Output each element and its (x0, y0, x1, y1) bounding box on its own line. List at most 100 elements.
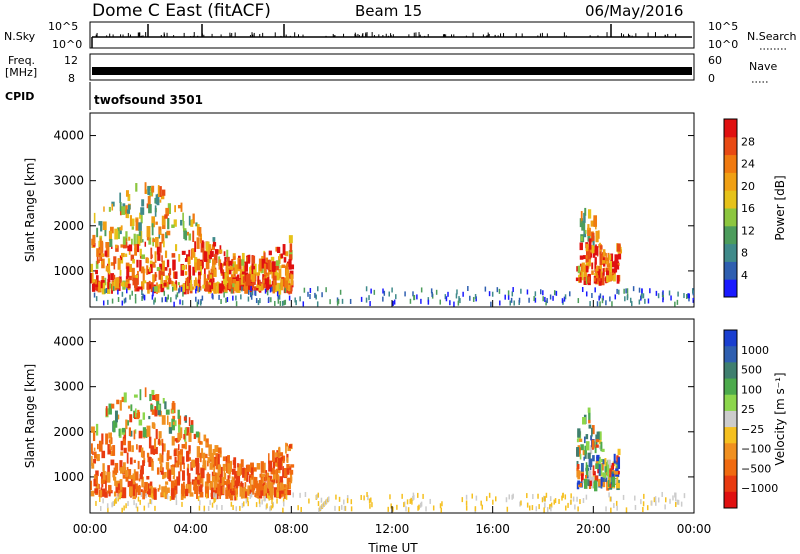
data-cell (290, 476, 293, 482)
ground-scatter-cell (373, 289, 376, 295)
ground-scatter-cell (469, 295, 471, 301)
colorbar-swatch (724, 119, 737, 138)
data-cell (156, 266, 161, 272)
data-cell (579, 270, 584, 281)
data-cell (209, 285, 212, 293)
data-cell (186, 468, 189, 476)
data-cell (159, 453, 162, 464)
ground-scatter-cell (284, 287, 287, 293)
data-cell (173, 471, 176, 477)
ground-scatter-cell (555, 290, 558, 296)
ground-scatter-cell (472, 296, 475, 302)
data-cell (210, 487, 214, 500)
data-cell (260, 461, 264, 473)
data-cell (177, 204, 182, 209)
y-tick-label: 4000 (53, 129, 84, 143)
data-cell (158, 404, 161, 411)
data-cell (232, 283, 235, 288)
data-cell (251, 270, 255, 282)
ground-scatter-cell (407, 507, 410, 513)
data-cell (290, 464, 295, 468)
ground-scatter-cell (243, 501, 245, 507)
data-cell (276, 450, 281, 462)
data-cell (260, 473, 263, 482)
data-cell (235, 281, 240, 293)
data-cell (135, 183, 138, 192)
data-cell (91, 426, 95, 433)
data-cell (582, 450, 585, 456)
data-cell (130, 404, 133, 412)
ground-scatter-cell (616, 288, 618, 294)
ground-scatter-cell (365, 286, 368, 292)
data-cell (231, 468, 236, 475)
data-cell (605, 276, 607, 284)
data-cell (110, 459, 115, 466)
data-cell (584, 277, 587, 281)
data-cell (178, 471, 181, 482)
data-cell (583, 267, 587, 278)
data-cell (123, 447, 127, 454)
data-cell (112, 473, 116, 481)
data-cell (92, 234, 96, 242)
data-cell (594, 475, 599, 482)
data-cell (126, 452, 129, 464)
data-cell (237, 463, 241, 476)
ground-scatter-cell (542, 296, 544, 302)
data-cell (229, 266, 234, 270)
data-cell (133, 469, 136, 481)
data-cell (578, 438, 583, 442)
data-cell (222, 456, 226, 462)
ground-scatter-cell (553, 290, 556, 296)
ground-scatter-cell (404, 291, 406, 297)
data-cell (593, 215, 598, 227)
ground-scatter-cell (488, 291, 491, 297)
data-cell (237, 463, 239, 468)
data-cell (594, 268, 599, 276)
ground-scatter-cell (231, 288, 233, 294)
data-cell (167, 203, 171, 215)
data-cell (288, 273, 292, 278)
ground-scatter-cell (641, 288, 643, 294)
data-cell (604, 458, 607, 467)
data-cell (168, 422, 171, 432)
data-cell (125, 253, 128, 257)
ground-scatter-cell (494, 496, 497, 502)
data-cell (134, 244, 138, 256)
data-cell (222, 463, 226, 471)
data-cell (135, 471, 139, 481)
data-cell (576, 447, 580, 457)
data-cell (138, 430, 143, 439)
ground-scatter-cell (409, 298, 412, 304)
x-tick-label: 00:00 (73, 522, 108, 536)
data-cell (278, 447, 281, 453)
ground-scatter-cell (212, 294, 214, 300)
data-cell (187, 481, 192, 494)
data-cell (252, 479, 255, 489)
data-cell (188, 249, 191, 258)
data-cell (202, 464, 207, 469)
data-cell (190, 219, 194, 227)
ground-scatter-cell (197, 299, 200, 305)
data-cell (202, 284, 206, 289)
data-cell (602, 472, 606, 478)
ground-scatter-cell (416, 294, 418, 300)
data-cell (227, 455, 230, 464)
ground-scatter-cell (274, 300, 276, 306)
data-cell (108, 403, 112, 415)
ground-scatter-cell (297, 505, 299, 511)
data-cell (183, 462, 185, 470)
data-cell (286, 464, 290, 469)
data-cell (584, 207, 587, 216)
data-cell (131, 238, 133, 245)
ground-scatter-cell (303, 287, 306, 293)
ground-scatter-cell (520, 288, 522, 294)
data-cell (159, 241, 162, 253)
data-cell (153, 449, 156, 455)
data-cell (165, 275, 170, 280)
data-cell (151, 216, 156, 228)
ground-scatter-cell (528, 505, 531, 511)
data-cell (267, 273, 270, 281)
data-cell (126, 466, 129, 471)
ground-scatter-cell (99, 505, 102, 511)
ground-scatter-cell (388, 291, 390, 297)
